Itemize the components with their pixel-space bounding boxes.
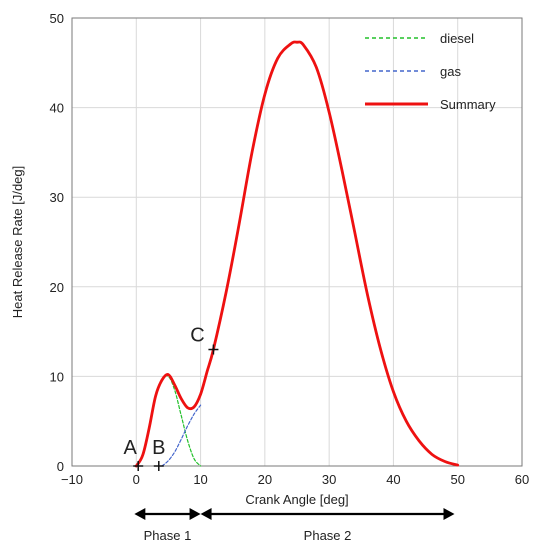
x-tick-label: 60: [515, 472, 529, 487]
legend-label-diesel: diesel: [440, 31, 474, 46]
phase-2-label: Phase 2: [304, 528, 352, 543]
marker-label-c: C: [190, 325, 204, 347]
x-tick-label: −10: [61, 472, 83, 487]
y-tick-label: 10: [50, 369, 64, 384]
x-tick-label: 50: [450, 472, 464, 487]
series-line-diesel: [135, 375, 202, 467]
phase-arrows: Phase 1 Phase 2: [134, 508, 455, 543]
series-line-gas: [161, 404, 202, 467]
series-layer: [134, 40, 460, 468]
marker-label-b: B: [152, 437, 165, 459]
y-tick-label: 30: [50, 190, 64, 205]
y-tick-label: 0: [57, 459, 64, 474]
phase-2-arrow-head-left: [200, 508, 212, 520]
y-tick-label: 50: [50, 11, 64, 26]
phase-2-arrow-head-right: [443, 508, 455, 520]
plot-frame: [71, 17, 523, 467]
x-tick-label: 40: [386, 472, 400, 487]
y-tick-label: 40: [50, 101, 64, 116]
legend-label-summary: Summary: [440, 97, 496, 112]
y-tick-label: 20: [50, 280, 64, 295]
series-line-summary: [134, 40, 460, 468]
phase-1-arrow-head-left: [134, 508, 146, 520]
phase-1-arrow-head-right: [189, 508, 201, 520]
marker-label-a: A: [124, 437, 138, 459]
x-tick-label: 0: [133, 472, 140, 487]
y-axis-ticks: 0 10 20 30 40 50: [50, 11, 64, 474]
phase-1-label: Phase 1: [144, 528, 192, 543]
x-tick-label: 30: [322, 472, 336, 487]
x-axis-title: Crank Angle [deg]: [245, 492, 348, 507]
point-markers: A B C: [124, 325, 219, 471]
legend: diesel gas Summary: [365, 31, 496, 112]
grid-lines: [71, 17, 523, 467]
x-tick-label: 10: [193, 472, 207, 487]
x-tick-label: 20: [258, 472, 272, 487]
legend-label-gas: gas: [440, 64, 461, 79]
x-axis-ticks: −10 0 10 20 30 40 50 60: [61, 472, 529, 487]
y-axis-title: Heat Release Rate [J/deg]: [10, 166, 25, 318]
